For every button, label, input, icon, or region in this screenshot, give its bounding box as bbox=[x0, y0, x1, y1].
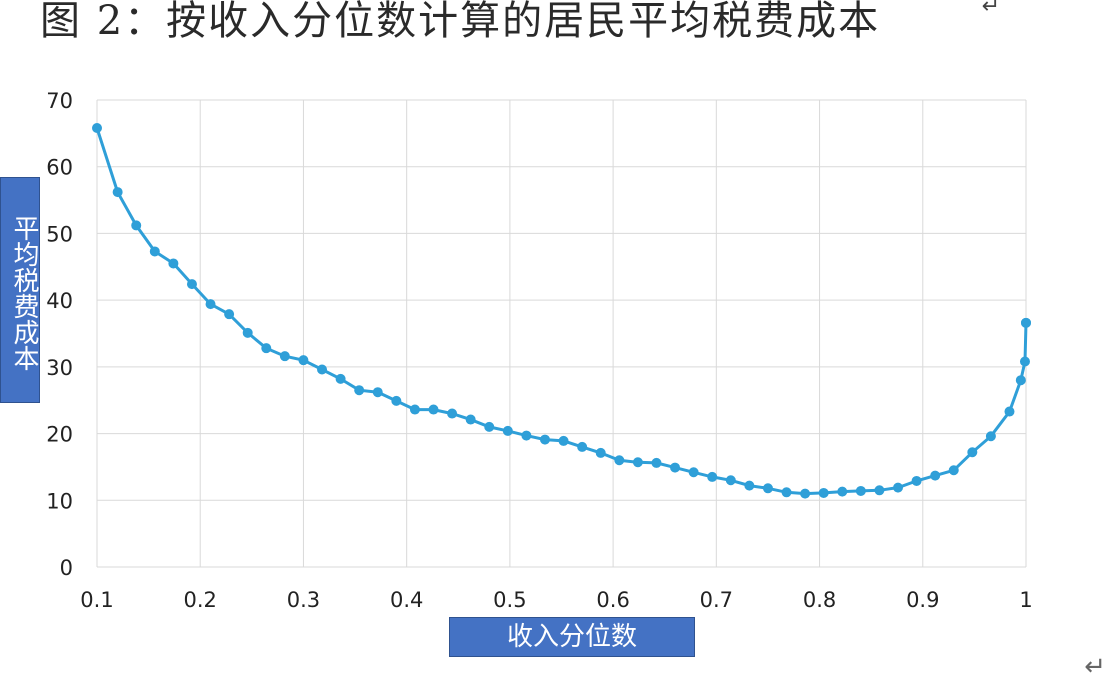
data-point bbox=[372, 387, 383, 398]
data-point bbox=[948, 465, 959, 476]
x-tick-label: 0.8 bbox=[803, 588, 836, 612]
figure-caption: 图 2：按收入分位数计算的居民平均税费成本 bbox=[40, 0, 881, 44]
y-axis-label: 平均税费成本 bbox=[0, 177, 40, 403]
data-point bbox=[725, 475, 736, 486]
data-point bbox=[335, 373, 346, 384]
data-point bbox=[242, 327, 253, 338]
y-tick-label: 40 bbox=[46, 289, 73, 313]
data-point bbox=[967, 447, 978, 458]
x-tick-label: 0.6 bbox=[596, 588, 629, 612]
data-point bbox=[186, 279, 197, 290]
data-point bbox=[1021, 317, 1031, 328]
data-point bbox=[521, 430, 532, 441]
x-tick-label: 0.7 bbox=[700, 588, 733, 612]
data-point bbox=[205, 299, 216, 310]
data-point bbox=[539, 434, 550, 445]
y-tick-label: 60 bbox=[46, 156, 73, 180]
x-tick-label: 0.4 bbox=[390, 588, 423, 612]
y-tick-label: 10 bbox=[46, 489, 73, 513]
data-point bbox=[1019, 356, 1030, 367]
y-tick-label: 0 bbox=[60, 556, 73, 580]
data-point bbox=[502, 425, 513, 436]
paragraph-mark-icon: ↵ bbox=[981, 0, 1000, 19]
data-point bbox=[930, 470, 941, 481]
y-tick-label: 30 bbox=[46, 356, 73, 380]
data-point bbox=[632, 457, 643, 468]
y-tick-label: 20 bbox=[46, 423, 73, 447]
data-point bbox=[149, 246, 160, 257]
x-tick-label: 0.9 bbox=[906, 588, 939, 612]
data-point bbox=[279, 351, 290, 362]
data-point bbox=[837, 486, 848, 497]
data-point bbox=[800, 488, 811, 499]
data-point bbox=[409, 404, 420, 415]
data-point bbox=[112, 187, 123, 198]
data-point bbox=[92, 123, 102, 134]
data-point bbox=[707, 471, 718, 482]
y-tick-label: 70 bbox=[46, 89, 73, 113]
data-point bbox=[168, 258, 179, 269]
data-point bbox=[781, 487, 792, 498]
data-point bbox=[855, 485, 866, 496]
return-mark-icon: ↵ bbox=[1084, 652, 1106, 682]
data-point bbox=[224, 309, 235, 320]
data-point bbox=[818, 487, 829, 498]
data-point bbox=[261, 343, 272, 354]
data-point bbox=[558, 435, 569, 446]
data-point bbox=[985, 431, 996, 442]
data-point bbox=[874, 485, 885, 496]
data-point bbox=[1004, 406, 1015, 417]
data-point bbox=[428, 404, 439, 415]
x-axis-label: 收入分位数 bbox=[449, 617, 695, 657]
data-point bbox=[1015, 375, 1026, 386]
data-point bbox=[595, 447, 606, 458]
data-point bbox=[298, 355, 309, 366]
data-point bbox=[744, 480, 755, 491]
data-point bbox=[762, 483, 773, 494]
data-point bbox=[317, 364, 328, 375]
data-point bbox=[893, 482, 904, 493]
x-tick-label: 0.2 bbox=[184, 588, 217, 612]
data-point bbox=[354, 385, 365, 396]
x-tick-label: 0.3 bbox=[287, 588, 320, 612]
data-point bbox=[651, 457, 662, 468]
data-point bbox=[911, 475, 922, 486]
data-point bbox=[614, 455, 625, 466]
x-tick-label: 1 bbox=[1019, 588, 1032, 612]
data-point bbox=[484, 421, 495, 432]
data-point bbox=[465, 414, 476, 425]
y-tick-label: 50 bbox=[46, 222, 73, 246]
chart-area: 0.1 0.2 0.3 0.4 0.5 0.6 0.7 0.8 0.9 1 0 10 20 30 40 50 6… bbox=[0, 80, 1080, 660]
data-point bbox=[688, 467, 699, 478]
data-point bbox=[131, 220, 142, 231]
x-tick-label: 0.1 bbox=[80, 588, 113, 612]
chart-svg: 0.1 0.2 0.3 0.4 0.5 0.6 0.7 0.8 0.9 1010203040506… bbox=[46, 89, 1032, 612]
data-point bbox=[670, 462, 681, 473]
data-point bbox=[577, 441, 588, 452]
x-tick-label: 0.5 bbox=[493, 588, 526, 612]
data-point bbox=[391, 395, 402, 406]
data-point bbox=[447, 408, 458, 419]
